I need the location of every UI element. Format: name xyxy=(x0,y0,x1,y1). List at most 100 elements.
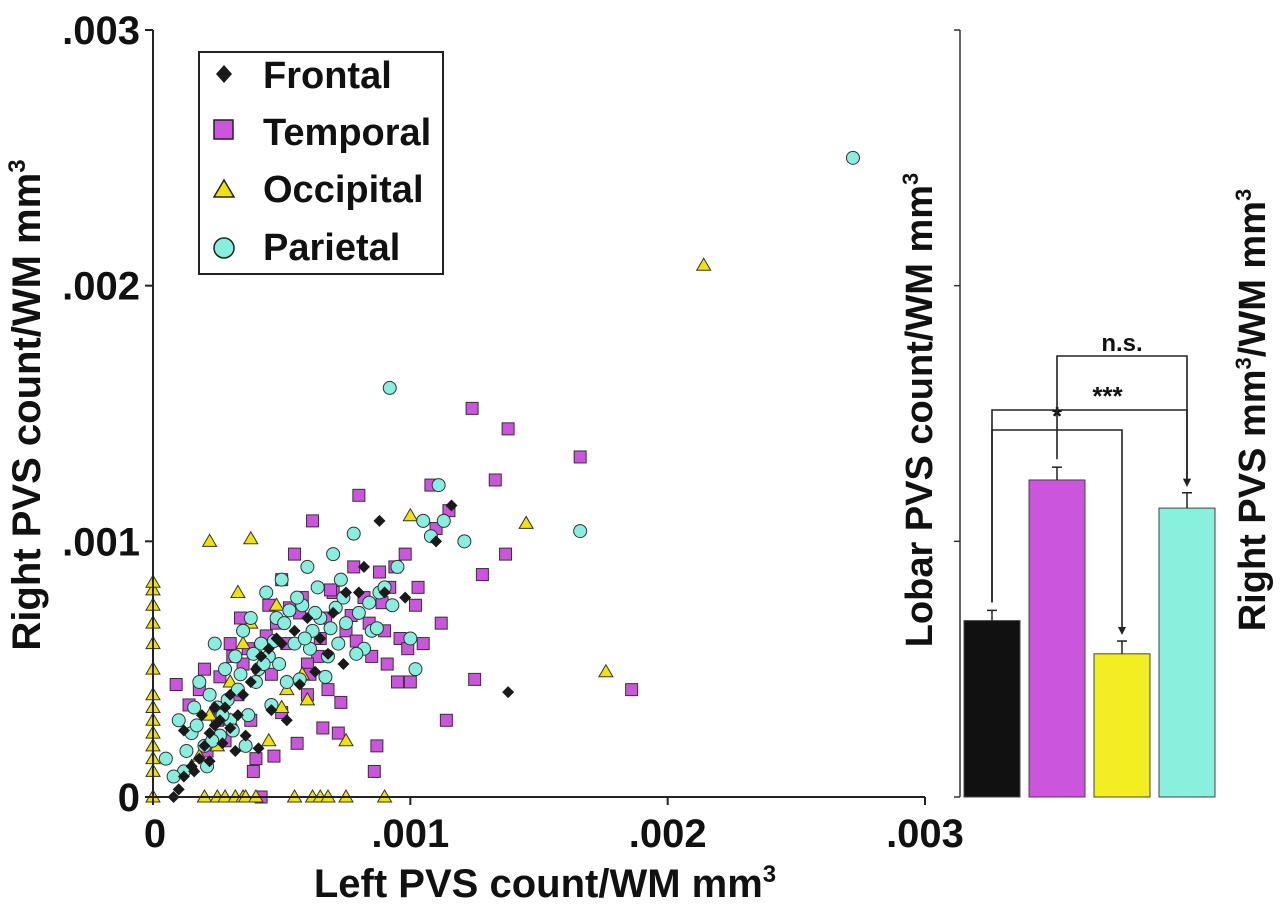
scatter-point xyxy=(219,701,232,714)
scatter-point xyxy=(382,380,397,395)
scatter-point xyxy=(288,624,301,637)
scatter-point xyxy=(301,612,314,625)
scatter-point xyxy=(177,770,190,783)
series-frontal xyxy=(167,499,515,803)
scatter-point xyxy=(239,729,252,742)
scatter-point xyxy=(207,636,222,651)
scatter-point xyxy=(237,688,250,701)
scatter-point xyxy=(218,662,233,677)
scatter-point xyxy=(224,688,237,701)
bar-panel: ****n.s. Lobar PVS count/WM mm3 Right PV… xyxy=(898,29,1274,798)
scatter-point xyxy=(228,649,243,664)
scatter-point xyxy=(268,597,285,611)
scatter-point xyxy=(625,683,639,697)
scatter-point xyxy=(187,700,202,715)
scatter-point xyxy=(598,663,614,678)
scatter-point xyxy=(347,560,361,574)
scatter-point xyxy=(385,598,400,613)
scatter-point xyxy=(340,586,352,599)
scatter-point xyxy=(349,646,364,661)
scatter-point xyxy=(367,764,381,778)
scatter-point xyxy=(195,709,208,722)
scatter-point xyxy=(229,744,242,757)
scatter-point xyxy=(399,591,412,604)
legend-item-frontal: Frontal xyxy=(216,55,392,97)
scatter-point xyxy=(331,636,346,651)
scatter-point xyxy=(321,647,334,660)
scatter-point xyxy=(380,657,394,671)
significance-arrowhead xyxy=(1118,627,1126,636)
scatter-point xyxy=(518,515,535,529)
scatter-point xyxy=(280,714,293,727)
x-tick-label: .003 xyxy=(886,812,964,856)
scatter-point xyxy=(260,732,277,747)
scatter-point xyxy=(252,742,265,755)
scatter-point xyxy=(275,637,288,650)
scatter-point xyxy=(845,150,860,165)
scatter-point xyxy=(430,535,443,548)
scatter-point xyxy=(323,621,338,636)
scatter-point xyxy=(338,732,354,747)
y-tick-label: .001 xyxy=(62,520,140,564)
scatter-point xyxy=(352,488,366,502)
scatter-point xyxy=(318,669,333,684)
y-tick-label: .003 xyxy=(62,9,140,53)
scatter-point xyxy=(223,637,237,651)
legend-label-parietal: Parietal xyxy=(263,227,400,269)
scatter-point xyxy=(172,783,185,796)
y-tick-label: .002 xyxy=(62,265,140,309)
scatter-point xyxy=(411,580,425,594)
scatter-point xyxy=(370,739,384,753)
scatter-x-axis-title: Left PVS count/WM mm3 xyxy=(314,861,776,906)
scatter-point xyxy=(695,257,712,271)
scatter-point xyxy=(339,616,353,631)
scatter-point xyxy=(192,674,207,689)
scatter-point xyxy=(279,674,294,689)
scatter-point xyxy=(416,513,431,528)
x-tick-label: .002 xyxy=(629,812,707,856)
scatter-point xyxy=(282,603,297,618)
significance-bracket xyxy=(1056,355,1188,485)
scatter-point xyxy=(465,401,479,415)
significance-arrowhead xyxy=(1183,478,1191,487)
y-tick-label: 0 xyxy=(118,776,140,820)
scatter-point xyxy=(216,737,229,750)
scatter-point xyxy=(293,678,306,691)
scatter-point xyxy=(203,755,216,768)
scatter-point xyxy=(436,513,451,528)
scatter-point xyxy=(416,637,430,651)
legend-label-occipital: Occipital xyxy=(263,169,424,211)
scatter-panel: 0 .001 .002 .003 0 .001 .002 .003 Left PVS cou… xyxy=(4,9,964,906)
x-tick-label: 0 xyxy=(144,812,166,856)
bar-temporal xyxy=(1028,479,1086,798)
scatter-point xyxy=(265,704,278,717)
scatter-point xyxy=(259,585,274,600)
scatter-point xyxy=(373,514,386,527)
scatter-point xyxy=(277,616,292,631)
scatter-point xyxy=(501,422,515,436)
scatter-point xyxy=(403,675,417,689)
scatter-point xyxy=(171,713,186,728)
legend-box xyxy=(198,51,444,275)
scatter-point xyxy=(369,621,384,636)
scatter-point xyxy=(308,605,323,620)
scatter-point xyxy=(327,606,340,619)
scatter-point xyxy=(290,736,304,750)
scatter-point xyxy=(255,650,268,663)
scatter-point xyxy=(390,675,404,689)
bar-frontal xyxy=(963,620,1021,798)
bar-parietal xyxy=(1158,507,1216,798)
scatter-point xyxy=(299,691,316,706)
significance-bracket xyxy=(991,409,1188,603)
scatter-point xyxy=(300,559,315,574)
bar-right-axis-title: Right PVS mm3/WM mm3 xyxy=(1231,189,1274,632)
bar-occipital xyxy=(1093,653,1151,798)
legend-label-frontal: Frontal xyxy=(263,55,392,97)
scatter-point xyxy=(324,583,338,597)
scatter-point xyxy=(306,514,320,528)
legend-marker-parietal xyxy=(213,237,235,259)
scatter-point xyxy=(249,663,262,676)
scatter-point xyxy=(310,580,325,595)
scatter-point xyxy=(408,598,422,612)
